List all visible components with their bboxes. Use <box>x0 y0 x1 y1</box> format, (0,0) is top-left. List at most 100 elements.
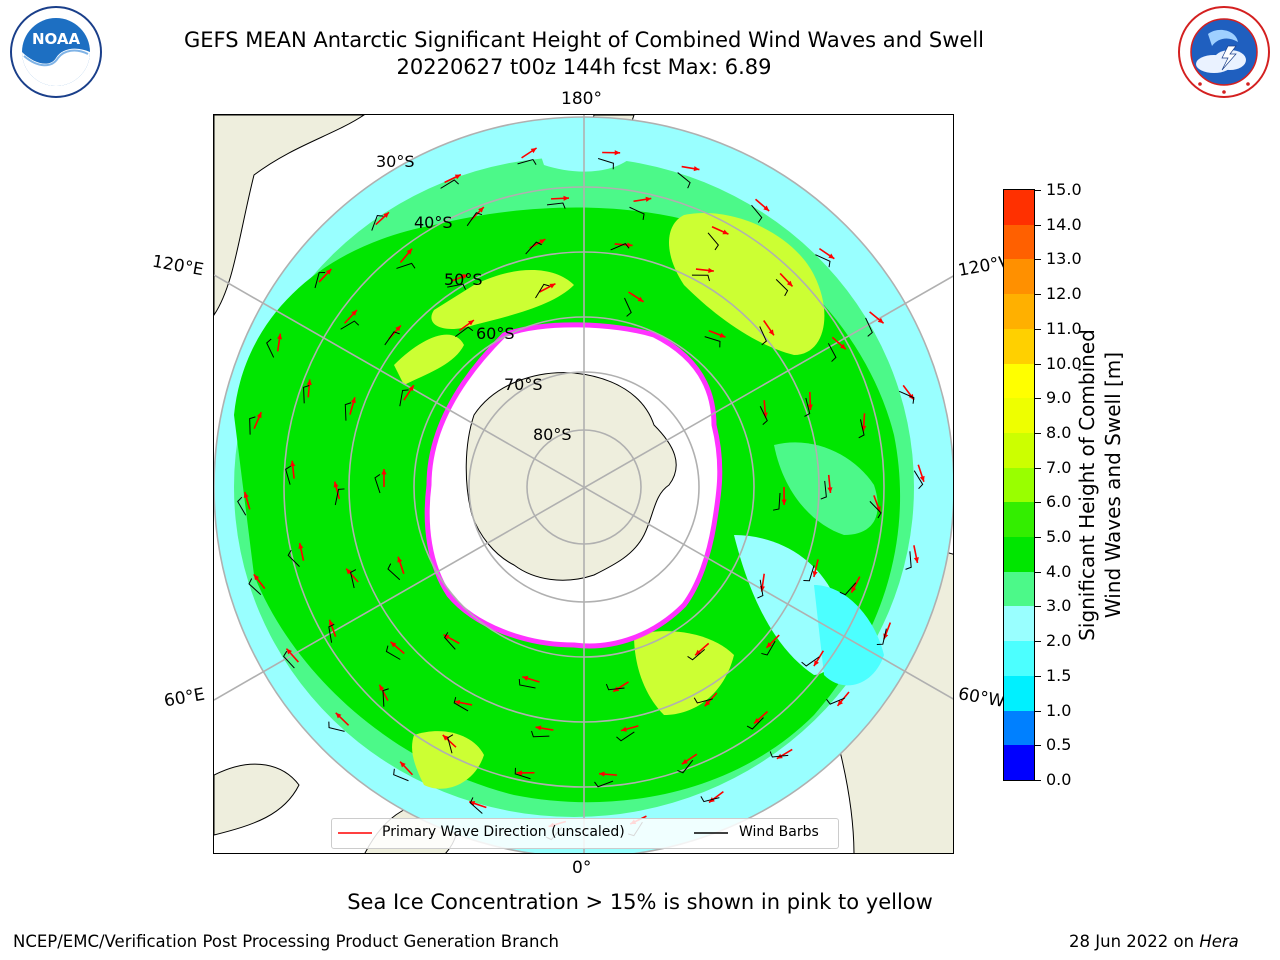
wind-field <box>237 147 925 841</box>
lat-label-60s: 60°S <box>476 324 515 343</box>
colorbar-tick-label: 7.0 <box>1046 457 1072 477</box>
svg-text:NOAA: NOAA <box>32 30 81 48</box>
wind-barb <box>605 683 625 691</box>
colorbar-tick <box>1035 467 1041 469</box>
wind-barb <box>775 279 789 297</box>
wave-direction-arrowhead <box>781 499 787 505</box>
colorbar-segment <box>1004 259 1034 295</box>
wave-direction-arrowhead <box>807 404 813 411</box>
wave-direction-arrowhead <box>462 274 469 279</box>
wind-barb <box>466 212 483 227</box>
wave-direction-arrowhead <box>813 660 819 667</box>
wave-direction-arrowhead <box>851 586 857 593</box>
wind-barb <box>803 565 815 582</box>
wave-direction-arrowhead <box>913 557 919 563</box>
colorbar-tick <box>1035 224 1041 226</box>
wave-direction-arrowhead <box>620 726 627 732</box>
wave-direction-arrowhead <box>812 571 818 577</box>
wave-direction-arrowhead <box>563 195 569 201</box>
colorbar-segment <box>1004 675 1034 712</box>
wave-direction-arrowhead <box>681 758 688 765</box>
wave-direction-arrowhead <box>837 700 843 706</box>
colorbar-tick-label: 8.0 <box>1046 422 1072 442</box>
colorbar-label-line1: Significant Height of Combined <box>1075 329 1099 641</box>
wave-direction-arrowhead <box>276 333 283 340</box>
colorbar-segment <box>1004 398 1034 434</box>
lon-label-120e: 120°E <box>150 251 206 281</box>
colorbar-tick <box>1035 780 1041 781</box>
colorbar-tick-label: 9.0 <box>1046 388 1072 408</box>
wave-direction-arrowhead <box>390 641 397 648</box>
wind-barb <box>514 767 531 780</box>
wind-barb <box>759 326 767 346</box>
wind-barb <box>340 320 360 330</box>
wind-barb <box>597 158 614 170</box>
colorbar-tick-label: 0.0 <box>1046 770 1072 789</box>
colorbar: 15.0 14.0 13.0 12.0 11.0 10.0 9.0 8.0 7.0 6.0 5.0 4… <box>1003 182 1082 788</box>
credit-line: NCEP/EMC/Verification Post Processing Pr… <box>13 932 559 951</box>
wind-barb <box>858 419 865 439</box>
colorbar-segment <box>1004 432 1034 469</box>
wave-direction-arrowhead <box>333 481 339 488</box>
wind-barb <box>469 797 483 814</box>
wind-barb <box>385 645 401 660</box>
wave-direction-arrowhead <box>719 332 726 338</box>
colorbar-segment <box>1004 502 1034 538</box>
wave-direction-arrowhead <box>549 283 556 289</box>
wave-direction-arrowhead <box>478 207 484 213</box>
wave-direction-arrowhead <box>351 310 357 316</box>
wave-direction-arrowhead <box>298 543 304 549</box>
wind-barb <box>303 385 310 404</box>
colorbar-segment <box>1004 363 1034 399</box>
wave-direction-arrowhead <box>290 460 296 467</box>
wave-direction-arrowhead <box>828 253 835 259</box>
wave-direction-arrowhead <box>522 675 529 681</box>
wind-barb <box>759 406 768 425</box>
wave-direction-arrowhead <box>786 280 793 287</box>
wave-direction-arrowhead <box>243 492 249 498</box>
wave-direction-arrowhead <box>468 320 474 326</box>
wind-barb <box>687 648 706 661</box>
wave-direction-arrowhead <box>442 735 449 741</box>
wind-barb <box>677 759 694 774</box>
colorbar-tick <box>1035 190 1041 191</box>
wave-direction-arrowhead <box>768 329 774 336</box>
wind-barb <box>546 202 566 209</box>
wind-barb <box>237 496 247 516</box>
colorbar-tick-label: 14.0 <box>1046 214 1082 234</box>
colorbar-tick-label: 10.0 <box>1046 353 1082 373</box>
wave-direction-arrowhead <box>325 268 332 275</box>
wave-direction-arrowhead <box>704 700 711 707</box>
colorbar-label-line2: Wind Waves and Swell [m] <box>1101 351 1125 619</box>
wind-barb <box>344 402 352 421</box>
colorbar-tick <box>1035 641 1041 643</box>
lat-label-70s: 70°S <box>504 375 543 394</box>
colorbar-segment <box>1004 710 1034 746</box>
wind-barb <box>399 389 409 407</box>
colorbar-tick <box>1035 328 1041 330</box>
wave-direction-arrowhead <box>350 397 356 404</box>
wind-barb <box>693 697 713 704</box>
wind-barb <box>905 551 912 570</box>
wind-barb <box>455 326 474 338</box>
wind-barb <box>374 474 381 494</box>
colorbar-segment <box>1004 641 1034 677</box>
wave-direction-arrowhead <box>840 343 846 350</box>
wind-barb <box>393 768 409 782</box>
wind-barb <box>700 796 720 803</box>
colorbar-segment <box>1004 467 1034 503</box>
host-name: Hera <box>1199 932 1239 951</box>
lon-label-0: 0° <box>572 858 592 878</box>
wind-barb <box>769 751 789 758</box>
wind-barb <box>440 179 459 189</box>
colorbar-tick <box>1035 571 1041 573</box>
wave-direction-arrowhead <box>645 196 652 202</box>
wave-direction-arrowhead <box>626 242 633 248</box>
wind-barb <box>826 697 846 705</box>
wind-barb <box>757 579 764 599</box>
wind-barb <box>328 623 335 643</box>
wave-direction-arrowhead <box>328 619 334 626</box>
wind-barb <box>396 262 416 269</box>
colorbar-tick <box>1035 606 1041 608</box>
wind-barb <box>535 283 550 299</box>
